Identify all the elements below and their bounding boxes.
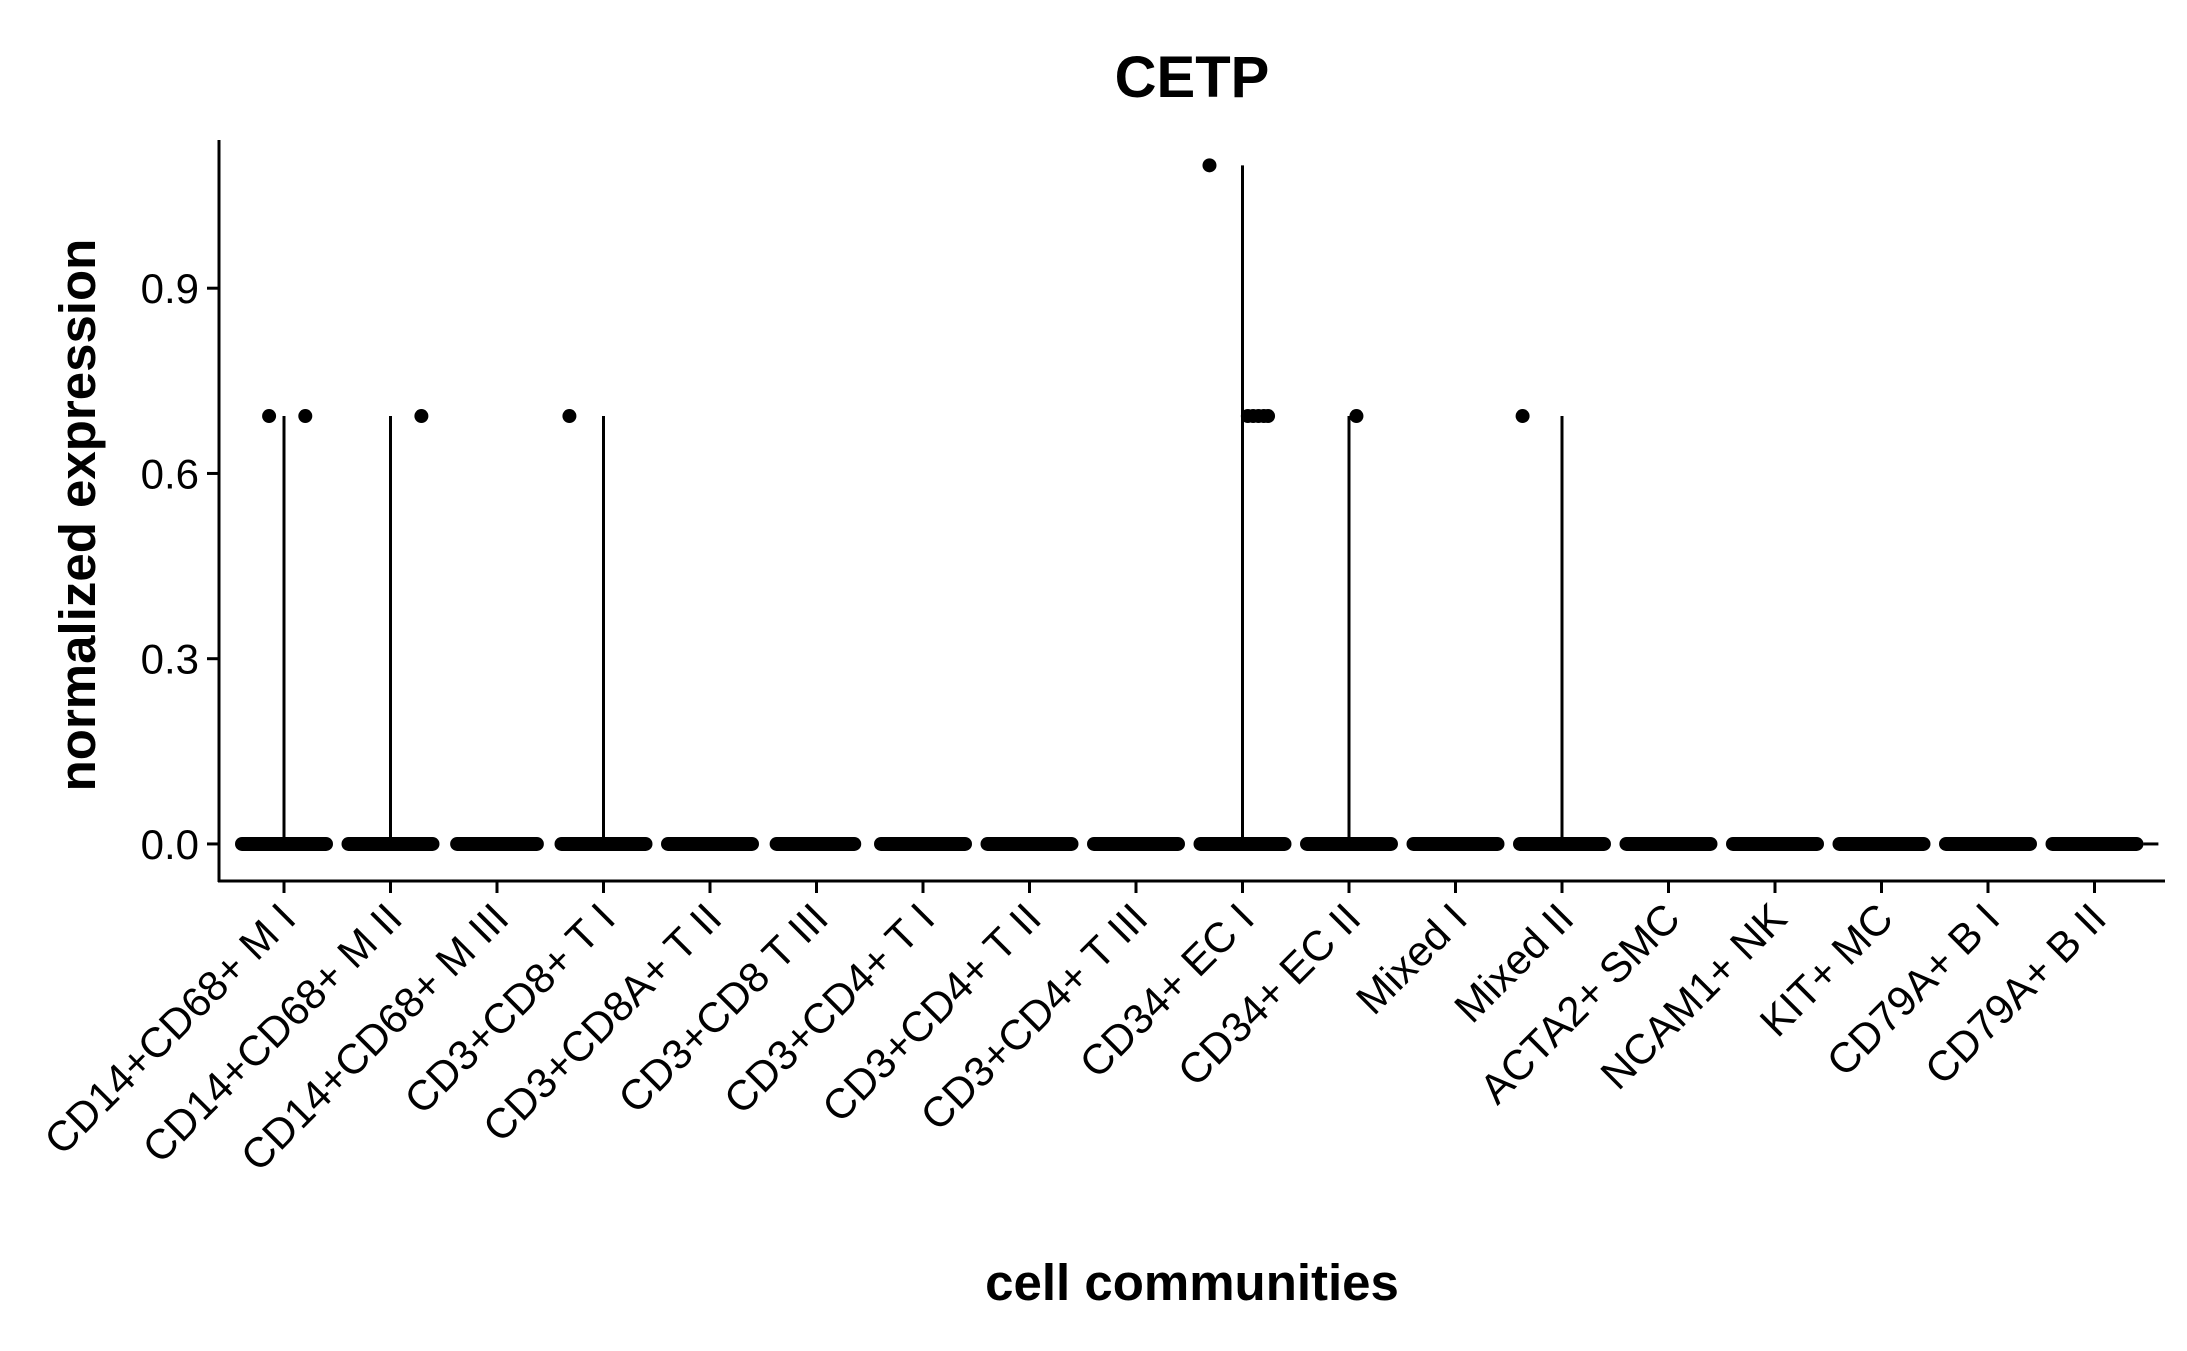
y-tick-label: 0.0 (141, 821, 199, 868)
data-point (1202, 158, 1217, 173)
x-axis-title: cell communities (985, 1254, 1399, 1311)
plot-area (235, 158, 2159, 851)
zero-band (1832, 836, 1931, 851)
zero-band (2045, 836, 2144, 851)
data-point (1349, 409, 1364, 424)
zero-band (980, 836, 1079, 851)
y-tick-label: 0.9 (141, 265, 199, 312)
y-axis: 0.0 0.3 0.6 0.9 (141, 265, 219, 868)
data-point (262, 409, 277, 424)
y-tick-label: 0.3 (141, 636, 199, 683)
zero-band (1087, 836, 1185, 851)
data-point (298, 409, 313, 424)
zero-band (1726, 836, 1824, 851)
zero-band (769, 836, 862, 851)
y-tick-label: 0.6 (141, 450, 199, 497)
data-point (562, 409, 577, 424)
zero-band (1619, 836, 1718, 851)
y-axis-title: normalized expression (49, 239, 106, 792)
zero-band (1406, 836, 1505, 851)
data-point (1515, 409, 1530, 424)
x-tick-label: NCAM1+ NK (1591, 894, 1795, 1098)
zero-band (1939, 836, 2037, 851)
data-point (414, 409, 429, 424)
zero-band (661, 836, 759, 851)
zero-band (450, 836, 544, 851)
data-point (1261, 409, 1276, 424)
zero-band (874, 836, 972, 851)
chart-title: CETP (1115, 45, 1270, 110)
